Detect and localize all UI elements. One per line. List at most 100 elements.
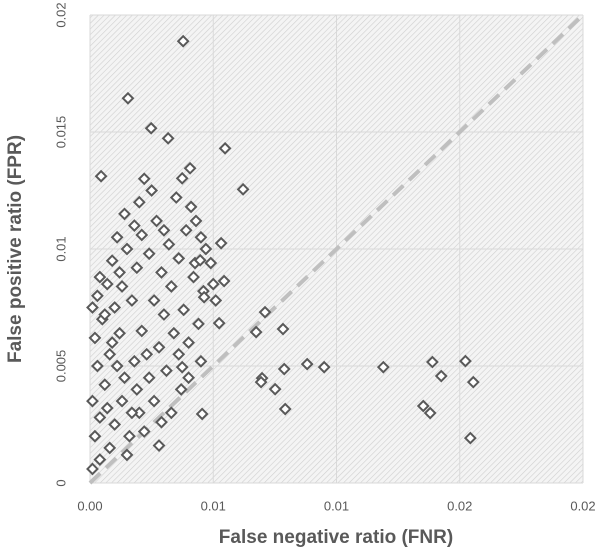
data-point (120, 448, 134, 462)
data-point (103, 347, 117, 361)
y-tick-label: 0.015 (53, 116, 68, 149)
data-point (164, 406, 178, 420)
data-point (300, 357, 314, 371)
data-point (90, 359, 104, 373)
data-point (258, 305, 272, 319)
data-point (175, 360, 189, 374)
data-point (140, 347, 154, 361)
data-point (125, 406, 139, 420)
x-tick-label: 0.02 (447, 498, 472, 513)
data-point (204, 256, 218, 270)
data-point (86, 394, 99, 408)
data-point (217, 274, 231, 288)
data-point (86, 301, 99, 314)
data-point (176, 34, 190, 48)
data-point (98, 378, 112, 392)
data-point (463, 431, 477, 445)
data-point (127, 219, 141, 233)
data-point (206, 277, 220, 291)
data-point (88, 429, 102, 443)
y-tick-label: 0 (53, 479, 68, 486)
data-point (416, 399, 430, 413)
data-point (423, 406, 437, 420)
data-point (254, 375, 268, 389)
data-point (150, 214, 163, 228)
data-point (94, 169, 108, 183)
data-point (118, 371, 131, 385)
data-point (187, 270, 200, 284)
data-point (376, 360, 390, 374)
data-point (108, 301, 122, 314)
data-point (195, 407, 209, 421)
data-point (118, 207, 131, 221)
x-tick-label: 0.02 (570, 498, 595, 513)
data-point (86, 462, 99, 476)
data-point (317, 360, 331, 374)
y-tick-label: 0.01 (53, 236, 68, 261)
data-point (209, 294, 223, 307)
data-point (169, 191, 183, 204)
data-point (161, 131, 175, 145)
data-point (174, 382, 188, 396)
data-point (145, 184, 159, 197)
data-point (123, 429, 136, 443)
data-point (142, 371, 156, 385)
data-point (199, 242, 213, 256)
data-point (172, 251, 186, 265)
data-point (115, 280, 129, 293)
data-point (110, 230, 124, 244)
y-tick-label: 0.02 (53, 2, 68, 27)
data-point (105, 336, 119, 350)
y-tick-label: 0.005 (53, 350, 68, 383)
data-point (132, 195, 146, 209)
data-point (115, 394, 129, 408)
data-point (105, 254, 119, 268)
data-point (194, 354, 208, 368)
data-point (113, 326, 126, 340)
data-point (110, 359, 124, 373)
data-point (214, 236, 228, 250)
data-point (160, 364, 173, 378)
data-point (147, 394, 161, 408)
data-point (212, 316, 226, 330)
data-point (152, 340, 166, 354)
data-point (142, 247, 156, 261)
data-point (183, 161, 197, 175)
data-point (182, 371, 196, 385)
data-point (88, 331, 102, 345)
data-point (197, 290, 211, 304)
data-point (184, 200, 198, 214)
data-point (103, 441, 117, 455)
data-point (434, 369, 448, 383)
data-point (121, 91, 135, 105)
data-point (90, 289, 104, 303)
data-point (162, 237, 176, 251)
data-point (108, 418, 122, 431)
data-point (157, 223, 171, 237)
data-point (277, 362, 291, 376)
diagonal-reference (88, 13, 585, 485)
data-point (276, 322, 290, 336)
data-point (127, 354, 141, 368)
data-point (189, 214, 203, 228)
data-point (179, 223, 193, 237)
data-point (93, 411, 107, 424)
data-point (466, 375, 480, 389)
x-tick-label: 0.00 (77, 498, 102, 513)
data-point (98, 308, 112, 321)
data-point (93, 453, 107, 467)
data-point (93, 270, 107, 284)
data-point (218, 141, 232, 155)
data-point (144, 121, 158, 135)
data-point (100, 277, 114, 291)
data-point (177, 303, 191, 317)
x-axis-title: False negative ratio (FNR) (219, 527, 453, 548)
data-point (135, 324, 149, 338)
data-point (459, 354, 472, 368)
x-tick-label: 0.01 (201, 498, 226, 513)
data-point (157, 308, 171, 321)
data-point (175, 171, 189, 185)
data-point (278, 402, 292, 416)
data-point (425, 355, 439, 369)
